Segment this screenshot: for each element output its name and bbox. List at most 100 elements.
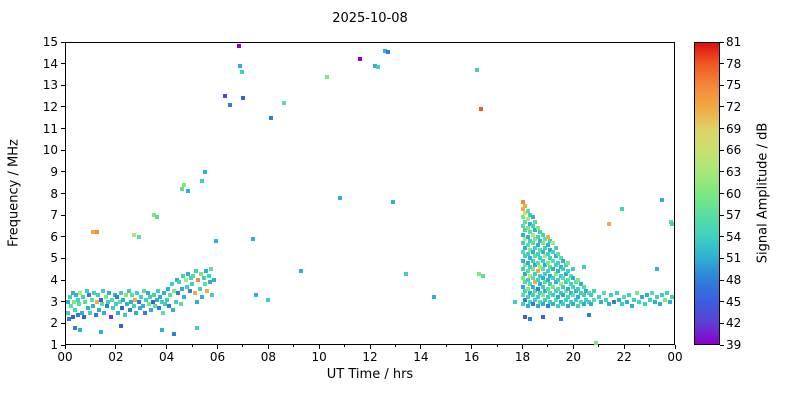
y-tick-label: 7 bbox=[50, 208, 58, 223]
data-point bbox=[523, 245, 528, 250]
data-point bbox=[228, 102, 233, 107]
data-point bbox=[238, 63, 243, 68]
data-point bbox=[530, 267, 535, 272]
data-point bbox=[98, 297, 103, 302]
colorbar-tick-mark bbox=[720, 236, 724, 238]
data-point bbox=[266, 297, 271, 302]
colorbar-tick-label: 51 bbox=[726, 251, 742, 266]
data-point bbox=[581, 301, 586, 306]
x-minor-tick-mark bbox=[293, 345, 295, 347]
data-point bbox=[553, 280, 558, 285]
x-tick-label: 22 bbox=[616, 350, 632, 364]
data-point bbox=[172, 288, 177, 293]
data-point bbox=[78, 291, 83, 296]
data-point bbox=[576, 304, 581, 309]
x-tick-label: 02 bbox=[108, 350, 124, 364]
data-point bbox=[121, 297, 126, 302]
colorbar-tick-label: 66 bbox=[726, 143, 742, 158]
data-point bbox=[660, 197, 665, 202]
data-point bbox=[481, 273, 486, 278]
data-point bbox=[596, 295, 601, 300]
data-point bbox=[187, 288, 192, 293]
y-tick-label: 10 bbox=[42, 143, 58, 158]
data-point bbox=[530, 258, 535, 263]
data-point bbox=[645, 293, 650, 298]
colorbar-tick-mark bbox=[720, 149, 724, 151]
data-point bbox=[530, 249, 535, 254]
x-tick-mark bbox=[64, 345, 66, 349]
data-point bbox=[523, 262, 528, 267]
data-point bbox=[403, 271, 408, 276]
data-point bbox=[535, 295, 540, 300]
data-point bbox=[196, 278, 201, 283]
data-point bbox=[535, 304, 540, 309]
data-point bbox=[543, 288, 548, 293]
y-tick-label: 6 bbox=[50, 229, 58, 244]
data-point bbox=[530, 284, 535, 289]
data-point bbox=[155, 288, 160, 293]
y-tick-mark bbox=[61, 149, 65, 151]
data-point bbox=[561, 284, 566, 289]
data-point bbox=[563, 280, 568, 285]
data-point bbox=[169, 282, 174, 287]
data-point bbox=[530, 275, 535, 280]
x-minor-tick-mark bbox=[140, 345, 142, 347]
data-point bbox=[158, 295, 163, 300]
colorbar-tick-mark bbox=[720, 171, 724, 173]
data-point bbox=[90, 304, 95, 309]
data-point bbox=[177, 280, 182, 285]
data-point bbox=[530, 215, 535, 220]
data-point bbox=[533, 236, 538, 241]
data-point bbox=[533, 271, 538, 276]
data-point bbox=[268, 115, 273, 120]
colorbar-tick-mark bbox=[720, 214, 724, 216]
data-point bbox=[551, 275, 555, 280]
data-point bbox=[538, 265, 543, 270]
data-point bbox=[65, 299, 70, 304]
data-point bbox=[101, 288, 106, 293]
data-point bbox=[551, 249, 555, 254]
data-point bbox=[94, 299, 99, 304]
data-point bbox=[584, 288, 589, 293]
data-point bbox=[337, 195, 342, 200]
x-tick-label: 04 bbox=[159, 350, 175, 364]
data-point bbox=[530, 223, 535, 228]
data-point bbox=[543, 254, 548, 259]
data-point bbox=[657, 301, 662, 306]
x-minor-tick-mark bbox=[445, 345, 447, 347]
data-point bbox=[551, 301, 555, 306]
data-point bbox=[647, 297, 652, 302]
data-point bbox=[578, 291, 583, 296]
data-point bbox=[76, 301, 81, 306]
data-point bbox=[66, 317, 71, 322]
y-tick-label: 14 bbox=[42, 56, 58, 71]
data-point bbox=[586, 291, 591, 296]
data-point bbox=[167, 304, 172, 309]
y-tick-mark bbox=[61, 236, 65, 238]
x-tick-label: 14 bbox=[413, 350, 429, 364]
data-point bbox=[173, 299, 178, 304]
data-point bbox=[551, 284, 555, 289]
x-tick-label: 08 bbox=[260, 350, 276, 364]
data-point bbox=[131, 232, 136, 237]
data-point bbox=[165, 286, 170, 291]
data-point bbox=[558, 256, 563, 261]
data-point bbox=[563, 297, 568, 302]
data-point bbox=[193, 269, 198, 274]
data-point bbox=[545, 252, 550, 257]
data-point bbox=[523, 210, 528, 215]
data-point bbox=[174, 278, 179, 283]
data-point bbox=[71, 299, 76, 304]
data-point bbox=[665, 291, 670, 296]
data-point bbox=[157, 306, 162, 311]
data-point bbox=[188, 275, 193, 280]
data-point bbox=[670, 221, 675, 226]
data-point bbox=[525, 269, 530, 274]
data-point bbox=[558, 273, 563, 278]
y-tick-label: 15 bbox=[42, 35, 58, 49]
colorbar-tick-label: 57 bbox=[726, 208, 742, 223]
data-point bbox=[561, 275, 566, 280]
data-point bbox=[127, 308, 132, 313]
data-point bbox=[89, 297, 94, 302]
data-point bbox=[561, 267, 566, 272]
